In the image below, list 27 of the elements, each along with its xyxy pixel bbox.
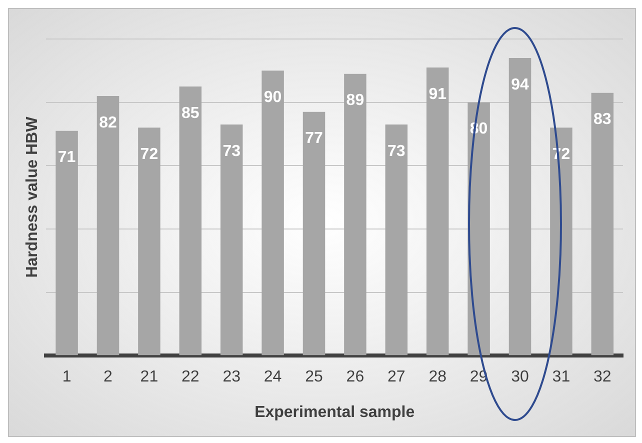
data-label: 82 bbox=[99, 114, 117, 132]
data-label: 77 bbox=[305, 130, 323, 148]
x-tick-label: 32 bbox=[594, 368, 612, 386]
x-tick-label: 30 bbox=[511, 368, 529, 386]
x-tick-label: 27 bbox=[388, 368, 406, 386]
x-tick-label: 24 bbox=[264, 368, 282, 386]
x-tick-label: 22 bbox=[182, 368, 200, 386]
x-axis-title: Experimental sample bbox=[254, 404, 415, 421]
x-tick-label: 26 bbox=[346, 368, 364, 386]
x-tick-label: 31 bbox=[552, 368, 570, 386]
x-tick-label: 28 bbox=[428, 368, 447, 386]
y-axis-title: Hardness value HBW bbox=[24, 116, 42, 278]
data-label: 71 bbox=[58, 149, 76, 166]
x-tick-label: 21 bbox=[140, 368, 158, 386]
data-label: 85 bbox=[182, 104, 200, 122]
data-label: 89 bbox=[346, 92, 364, 110]
data-label: 72 bbox=[140, 146, 158, 164]
x-tick-label: 1 bbox=[62, 368, 72, 386]
data-label: 91 bbox=[428, 86, 447, 103]
data-label: 90 bbox=[264, 89, 282, 106]
x-tick-label: 25 bbox=[305, 368, 323, 386]
data-label: 73 bbox=[388, 142, 406, 160]
x-tick-label: 2 bbox=[104, 368, 113, 386]
x-tick-label: 23 bbox=[222, 368, 241, 386]
data-label: 73 bbox=[222, 142, 241, 160]
data-label: 94 bbox=[511, 76, 529, 94]
data-label: 83 bbox=[594, 111, 612, 128]
